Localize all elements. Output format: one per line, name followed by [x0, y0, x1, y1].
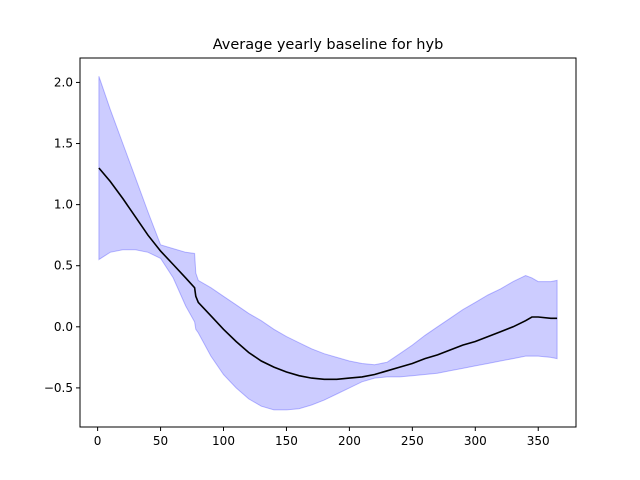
- y-tick-label: 2.0: [54, 75, 73, 89]
- x-tick-label: 100: [212, 434, 235, 448]
- x-tick-label: 350: [527, 434, 550, 448]
- y-tick-label: 0.5: [54, 259, 73, 273]
- y-tick-label: 1.0: [54, 198, 73, 212]
- x-tick-label: 250: [401, 434, 424, 448]
- x-tick-label: 0: [94, 434, 102, 448]
- x-tick-label: 50: [153, 434, 168, 448]
- y-axis: −0.5 0.0 0.5 1.0 1.5 2.0: [44, 75, 80, 395]
- y-tick-label: 0.0: [54, 320, 73, 334]
- x-axis: 0 50 100 150 200 250 300 350: [94, 427, 550, 448]
- plot-frame: [79, 57, 577, 428]
- y-tick-label: 1.5: [54, 137, 73, 151]
- confidence-band: [98, 76, 558, 411]
- mean-line: [98, 167, 558, 381]
- x-tick-label: 200: [338, 434, 361, 448]
- chart-title: Average yearly baseline for hyb: [213, 37, 444, 53]
- x-tick-label: 150: [275, 434, 298, 448]
- x-tick-label: 300: [464, 434, 487, 448]
- y-tick-label: −0.5: [44, 381, 73, 395]
